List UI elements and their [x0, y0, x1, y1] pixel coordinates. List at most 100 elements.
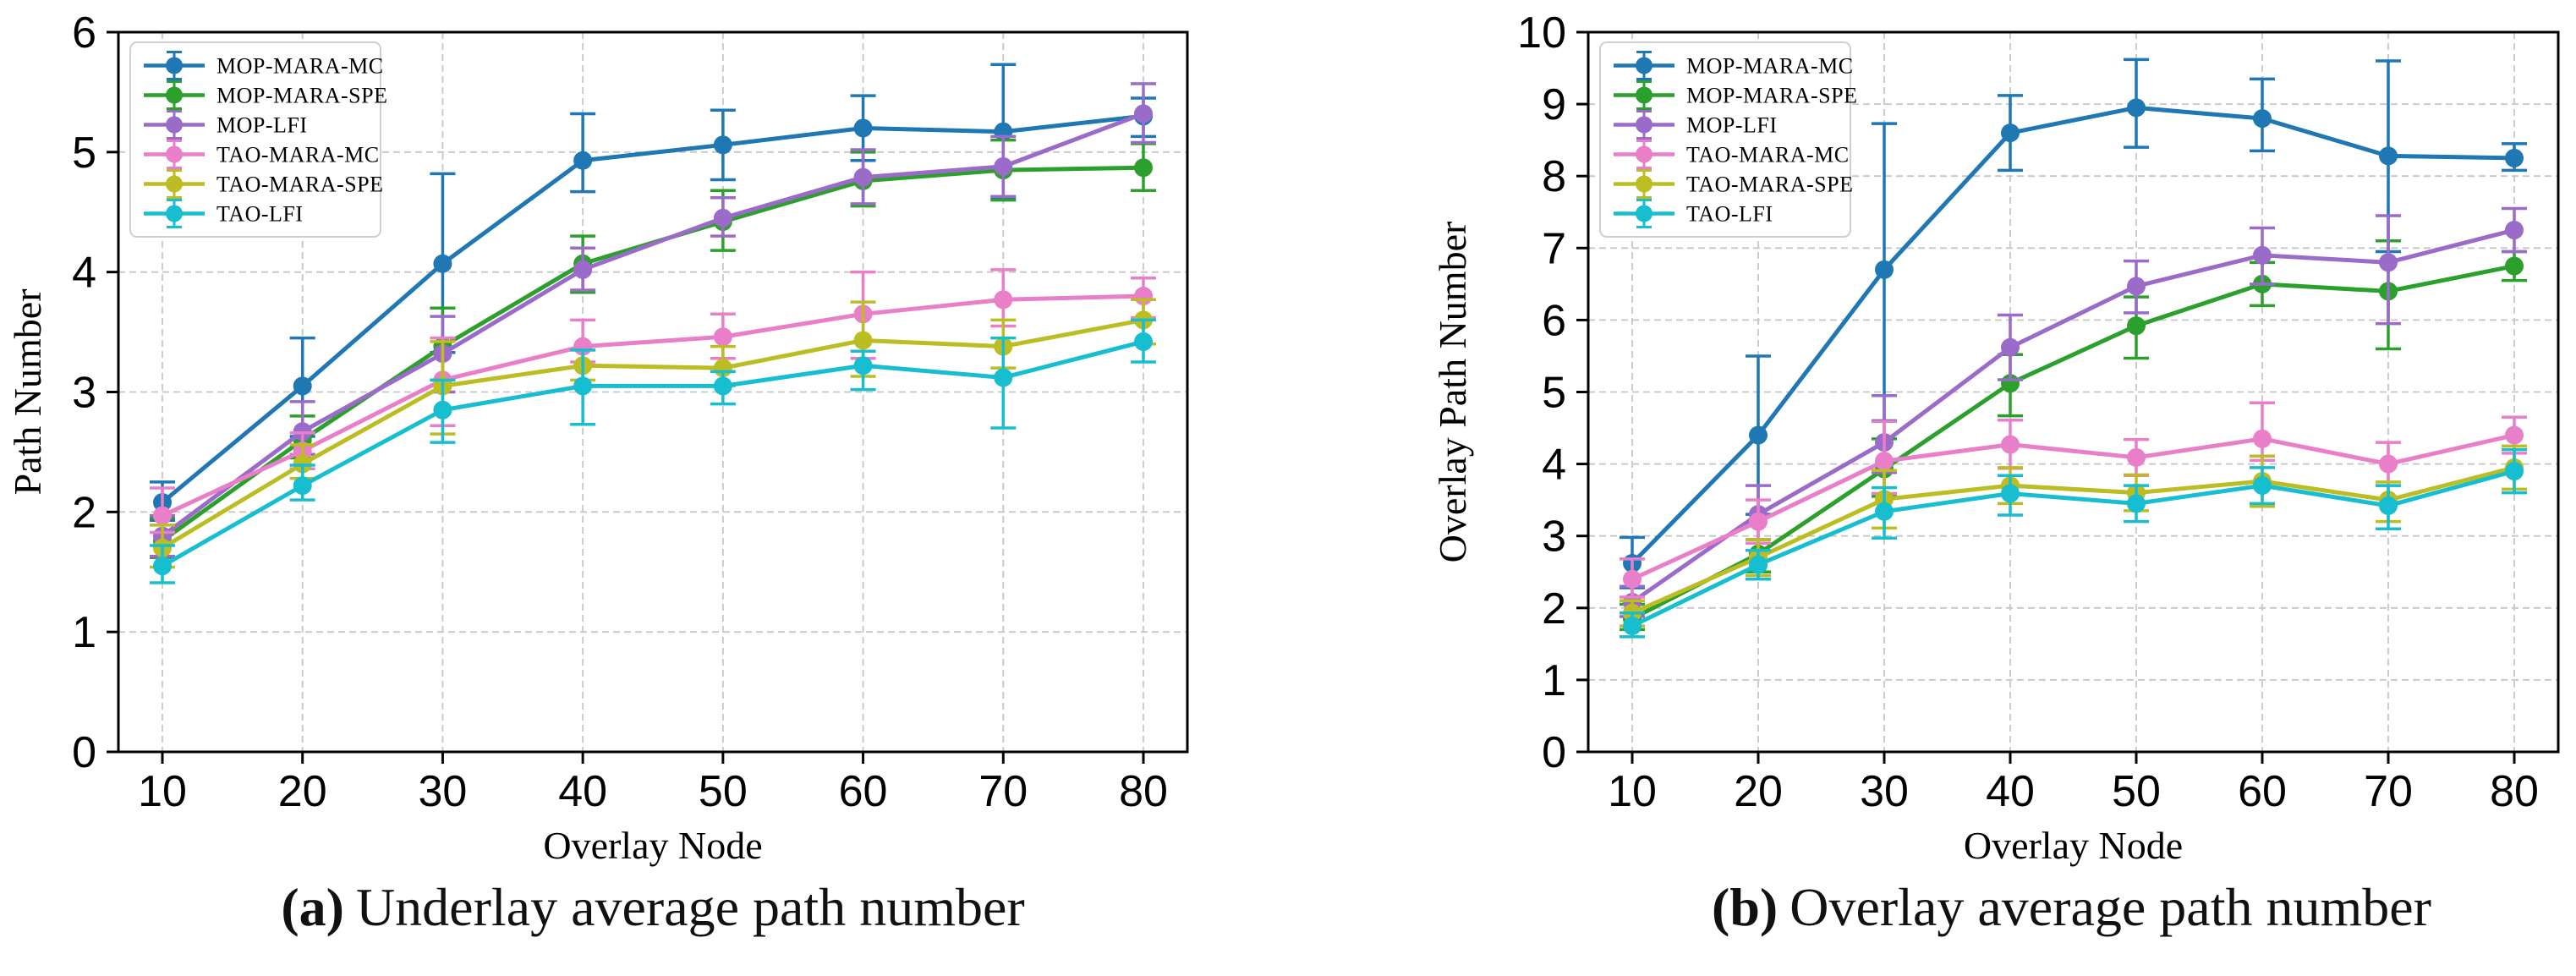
underlay-path-chart: 10 20 30 40 50 60 70 80 0 1 2 3 4 5 6 Overlay Node Path … [6, 8, 1189, 867]
data-point-marker [2505, 148, 2524, 167]
series-TAO-LFI [150, 318, 1156, 584]
legend-marker-icon [166, 205, 183, 222]
data-point-marker [713, 327, 732, 347]
data-point-marker [1749, 512, 1768, 531]
x-tick-label: 50 [2112, 767, 2161, 816]
legend-marker-icon [1636, 145, 1652, 163]
x-tick-label: 60 [839, 767, 888, 816]
legend-label: TAO-MARA-MC [216, 143, 380, 167]
y-tick-label: 0 [1542, 728, 1566, 777]
axes: 10 20 30 40 50 60 70 80 0 1 2 3 4 5 6 7 8 9 10 Overlay Node… [1431, 8, 2539, 867]
data-point-marker [2127, 316, 2146, 336]
data-point-marker [2505, 221, 2524, 240]
data-point-marker [2001, 484, 2020, 503]
data-point-marker [573, 151, 593, 170]
caption-a-label: (a) [281, 877, 344, 937]
x-axis-label: Overlay Node [543, 824, 762, 867]
series-MOP-MARA-MC [1620, 58, 2527, 589]
data-point-marker [994, 368, 1013, 387]
x-tick-label: 10 [1608, 767, 1657, 816]
legend-item-MOP-MARA-MC: MOP-MARA-MC [1614, 51, 1854, 80]
data-point-marker [853, 356, 873, 376]
x-axis-label: Overlay Node [1964, 824, 2183, 867]
data-point-marker [1623, 569, 1642, 589]
series-TAO-MARA-MC [1620, 401, 2527, 599]
legend-label: MOP-MARA-MC [216, 54, 384, 79]
legend-marker-icon [1636, 86, 1652, 104]
data-point-marker [1623, 617, 1642, 636]
legend-marker-icon [1636, 205, 1652, 222]
legend-marker-icon [166, 116, 183, 134]
legend-item-MOP-MARA-SPE: MOP-MARA-SPE [144, 80, 388, 110]
y-tick-label: 1 [1542, 656, 1566, 705]
x-tick-label: 40 [1986, 767, 2035, 816]
legend-marker-icon [166, 57, 183, 74]
data-point-marker [713, 376, 732, 396]
x-tick-label: 20 [1734, 767, 1783, 816]
legend-label: TAO-LFI [216, 202, 304, 227]
legend: MOP-MARA-MC MOP-MARA-SPE MOP-LFI TAO-MARA-M… [1599, 41, 1857, 238]
legend-label: MOP-LFI [1686, 113, 1778, 138]
axes: 10 20 30 40 50 60 70 80 0 1 2 3 4 5 6 Overlay Node Path … [6, 8, 1168, 867]
data-point-marker [293, 376, 312, 396]
data-point-marker [1134, 158, 1153, 178]
y-tick-label: 5 [1542, 369, 1566, 418]
legend-label: MOP-MARA-MC [1686, 54, 1854, 79]
legend-item-TAO-LFI: TAO-LFI [144, 199, 304, 228]
legend-box [129, 41, 381, 238]
data-point-marker [1875, 502, 1894, 521]
legend-label: TAO-MARA-SPE [1686, 173, 1853, 197]
legend-item-TAO-MARA-SPE: TAO-MARA-SPE [1614, 169, 1853, 199]
data-point-marker [2379, 454, 2398, 474]
data-point-marker [2127, 98, 2146, 118]
data-point-marker [153, 557, 172, 576]
y-tick-label: 10 [1517, 8, 1566, 58]
data-point-marker [2001, 435, 2020, 454]
y-tick-label: 0 [72, 728, 96, 777]
legend-item-MOP-LFI: MOP-LFI [144, 110, 308, 140]
data-point-marker [2127, 447, 2146, 467]
data-point-marker [153, 506, 172, 525]
legend-marker-icon [1636, 116, 1652, 134]
data-point-marker [1134, 332, 1153, 351]
panel-underlay: 10 20 30 40 50 60 70 80 0 1 2 3 4 5 6 Overlay Node Path … [6, 8, 1189, 937]
y-tick-label: 6 [1542, 296, 1566, 345]
x-tick-label: 60 [2238, 767, 2287, 816]
data-point-marker [2127, 277, 2146, 296]
legend-marker-icon [166, 86, 183, 104]
y-axis-label: Overlay Path Number [1431, 222, 1474, 563]
legend-label: TAO-MARA-MC [1686, 143, 1850, 167]
data-point-marker [853, 331, 873, 350]
y-tick-label: 2 [72, 488, 96, 537]
legend-label: MOP-MARA-SPE [216, 84, 388, 108]
legend-label: TAO-MARA-SPE [216, 173, 383, 197]
legend-marker-icon [1636, 175, 1652, 193]
legend-item-MOP-MARA-MC: MOP-MARA-MC [144, 51, 384, 80]
data-point-marker [2505, 462, 2524, 481]
legend: MOP-MARA-MC MOP-MARA-SPE MOP-LFI TAO-MARA-M… [129, 41, 388, 238]
y-tick-label: 6 [72, 8, 96, 58]
data-point-marker [1875, 452, 1894, 471]
legend-item-TAO-LFI: TAO-LFI [1614, 199, 1773, 228]
data-point-marker [2253, 476, 2272, 496]
x-tick-label: 80 [1119, 767, 1168, 816]
legend-item-MOP-MARA-SPE: MOP-MARA-SPE [1614, 80, 1857, 110]
legend-item-TAO-MARA-MC: TAO-MARA-MC [144, 140, 380, 169]
legend-box [1599, 41, 1851, 238]
data-point-marker [2253, 429, 2272, 448]
x-tick-label: 70 [978, 767, 1028, 816]
x-tick-label: 30 [1860, 767, 1909, 816]
data-point-marker [994, 290, 1013, 310]
data-point-marker [2127, 494, 2146, 513]
data-point-marker [2001, 337, 2020, 357]
legend-item-TAO-MARA-SPE: TAO-MARA-SPE [144, 169, 383, 199]
data-point-marker [2253, 245, 2272, 265]
caption-a-text: Underlay average path number [355, 877, 1025, 937]
x-tick-label: 40 [558, 767, 607, 816]
data-point-marker [1134, 104, 1153, 123]
legend-label: MOP-LFI [216, 113, 308, 138]
legend-label: TAO-LFI [1686, 202, 1773, 227]
data-point-marker [433, 400, 452, 419]
caption-b-text: Overlay average path number [1789, 877, 2431, 937]
y-tick-label: 9 [1542, 80, 1566, 129]
